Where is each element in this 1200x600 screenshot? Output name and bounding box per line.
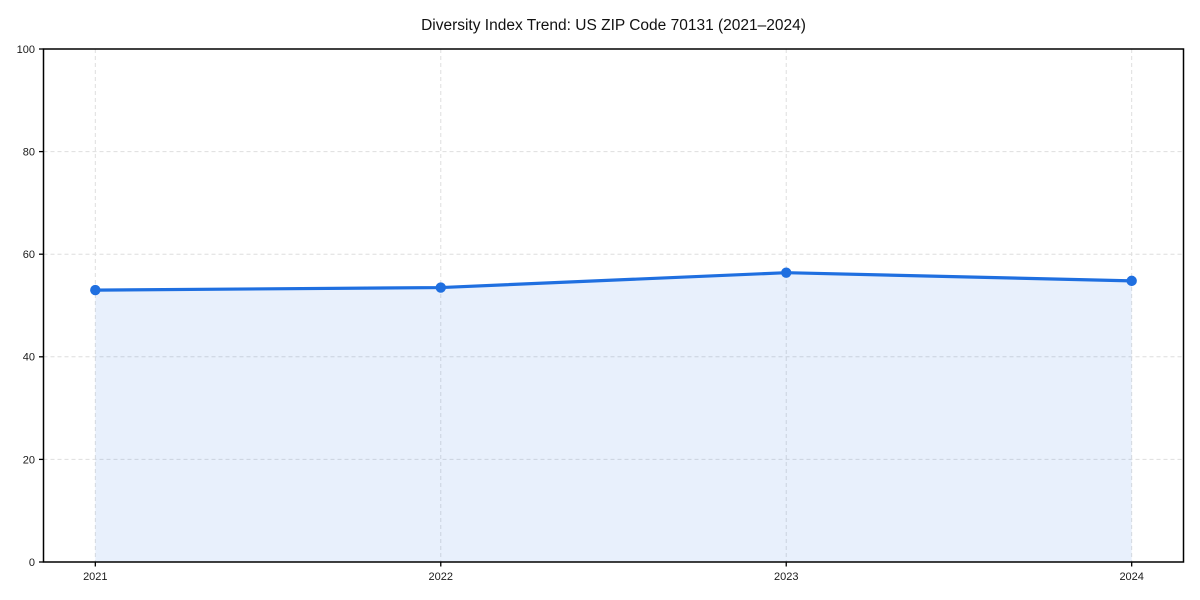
y-tick-label: 0 xyxy=(29,557,35,569)
trend-line xyxy=(93,271,1134,292)
chart-title: Diversity Index Trend: US ZIP Code 70131… xyxy=(421,17,806,34)
y-tick-label: 100 xyxy=(17,44,35,56)
x-tick-label: 2022 xyxy=(429,571,453,583)
axis-ticks-and-labels: 0 20 40 60 80 100 2021 2022 2023 2024 xyxy=(17,44,1144,583)
data-point-marker xyxy=(435,282,446,293)
y-tick-label: 60 xyxy=(23,249,35,261)
x-tick-label: 2021 xyxy=(83,571,107,583)
x-tick-label: 2024 xyxy=(1119,571,1143,583)
data-point-marker xyxy=(1126,275,1137,287)
y-tick-label: 40 xyxy=(23,352,35,364)
chart-plot-layers xyxy=(43,48,1184,563)
y-tick-label: 20 xyxy=(23,454,35,466)
data-point-marker xyxy=(90,284,101,296)
x-tick-label: 2023 xyxy=(774,571,798,583)
plot-border xyxy=(42,48,1185,563)
y-tick-label: 80 xyxy=(23,146,35,158)
data-point-marker xyxy=(781,267,792,278)
area-fill xyxy=(95,272,1132,562)
